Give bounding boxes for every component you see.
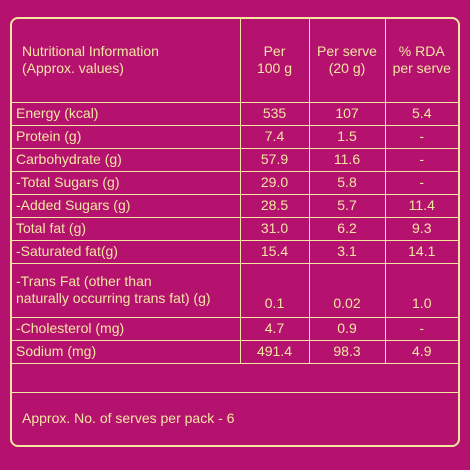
table-row-total-fat: Total fat (g) 31.0 6.2 9.3 — [12, 216, 458, 241]
value-rda: - — [384, 124, 458, 149]
table-row-energy: Energy (kcal) 535 107 5.4 — [12, 101, 458, 126]
serves-per-pack-note: Approx. No. of serves per pack - 6 — [12, 392, 458, 445]
value-rda: 4.9 — [384, 339, 458, 364]
header-rda-label: % RDA — [398, 43, 445, 60]
header-per-100g: Per 100 g — [239, 19, 310, 103]
value-per-100g: 31.0 — [239, 216, 310, 241]
value-rda: - — [384, 147, 458, 172]
value-rda: 11.4 — [384, 193, 458, 218]
header-rda-per-serve: per serve — [392, 60, 451, 77]
row-label-line2: naturally occurring trans fat) (g) — [16, 290, 211, 306]
header-title: Nutritional Information — [22, 43, 159, 60]
row-label: Total fat (g) — [12, 216, 241, 241]
header-100g: 100 g — [256, 60, 293, 77]
value-per-100g: 0.1 — [239, 262, 310, 318]
value-per-serve: 3.1 — [308, 239, 386, 264]
header-per: Per — [263, 43, 286, 60]
value-per-100g: 57.9 — [239, 147, 310, 172]
value-per-serve: 5.7 — [308, 193, 386, 218]
row-label: Sodium (mg) — [12, 339, 241, 364]
table-row-cholesterol: -Cholesterol (mg) 4.7 0.9 - — [12, 316, 458, 341]
row-label: Energy (kcal) — [12, 101, 241, 126]
header-per-serve: Per serve (20 g) — [308, 19, 386, 103]
table-row-total-sugars: -Total Sugars (g) 29.0 5.8 - — [12, 170, 458, 195]
row-label-line1: -Trans Fat (other than — [16, 273, 152, 289]
value-rda: 14.1 — [384, 239, 458, 264]
table-row-carbohydrate: Carbohydrate (g) 57.9 11.6 - — [12, 147, 458, 172]
value-per-serve: 98.3 — [308, 339, 386, 364]
value-rda: 9.3 — [384, 216, 458, 241]
row-label: -Total Sugars (g) — [12, 170, 241, 195]
table-row-protein: Protein (g) 7.4 1.5 - — [12, 124, 458, 149]
table-row-sodium: Sodium (mg) 491.4 98.3 4.9 — [12, 339, 458, 364]
header-rda: % RDA per serve — [384, 19, 458, 103]
row-label: Carbohydrate (g) — [12, 147, 241, 172]
row-label: -Added Sugars (g) — [12, 193, 241, 218]
row-label: -Cholesterol (mg) — [12, 316, 241, 341]
value-per-100g: 15.4 — [239, 239, 310, 264]
value-rda: - — [384, 316, 458, 341]
header-serve-size: (20 g) — [328, 60, 366, 77]
value-per-100g: 7.4 — [239, 124, 310, 149]
value-per-serve: 0.02 — [308, 262, 386, 318]
row-label: -Trans Fat (other than naturally occurri… — [12, 262, 241, 318]
table-header-row: Nutritional Information (Approx. values)… — [12, 19, 458, 103]
value-per-100g: 29.0 — [239, 170, 310, 195]
table-row-added-sugars: -Added Sugars (g) 28.5 5.7 11.4 — [12, 193, 458, 218]
nutrition-table: Nutritional Information (Approx. values)… — [12, 19, 458, 364]
value-rda: 5.4 — [384, 101, 458, 126]
header-subtitle: (Approx. values) — [22, 60, 124, 77]
table-row-saturated-fat: -Saturated fat(g) 15.4 3.1 14.1 — [12, 239, 458, 264]
value-per-100g: 28.5 — [239, 193, 310, 218]
value-per-serve: 107 — [308, 101, 386, 126]
value-per-100g: 535 — [239, 101, 310, 126]
value-rda: - — [384, 170, 458, 195]
nutrition-panel: Nutritional Information (Approx. values)… — [10, 17, 460, 447]
value-per-serve: 0.9 — [308, 316, 386, 341]
value-per-serve: 11.6 — [308, 147, 386, 172]
value-rda: 1.0 — [384, 262, 458, 318]
value-per-100g: 4.7 — [239, 316, 310, 341]
row-label: Protein (g) — [12, 124, 241, 149]
value-per-serve: 6.2 — [308, 216, 386, 241]
header-nutrition-info: Nutritional Information (Approx. values) — [12, 19, 241, 103]
row-label: -Saturated fat(g) — [12, 239, 241, 264]
value-per-serve: 1.5 — [308, 124, 386, 149]
value-per-100g: 491.4 — [239, 339, 310, 364]
value-per-serve: 5.8 — [308, 170, 386, 195]
header-per-serve-label: Per serve — [317, 43, 377, 60]
table-row-trans-fat: -Trans Fat (other than naturally occurri… — [12, 262, 458, 318]
